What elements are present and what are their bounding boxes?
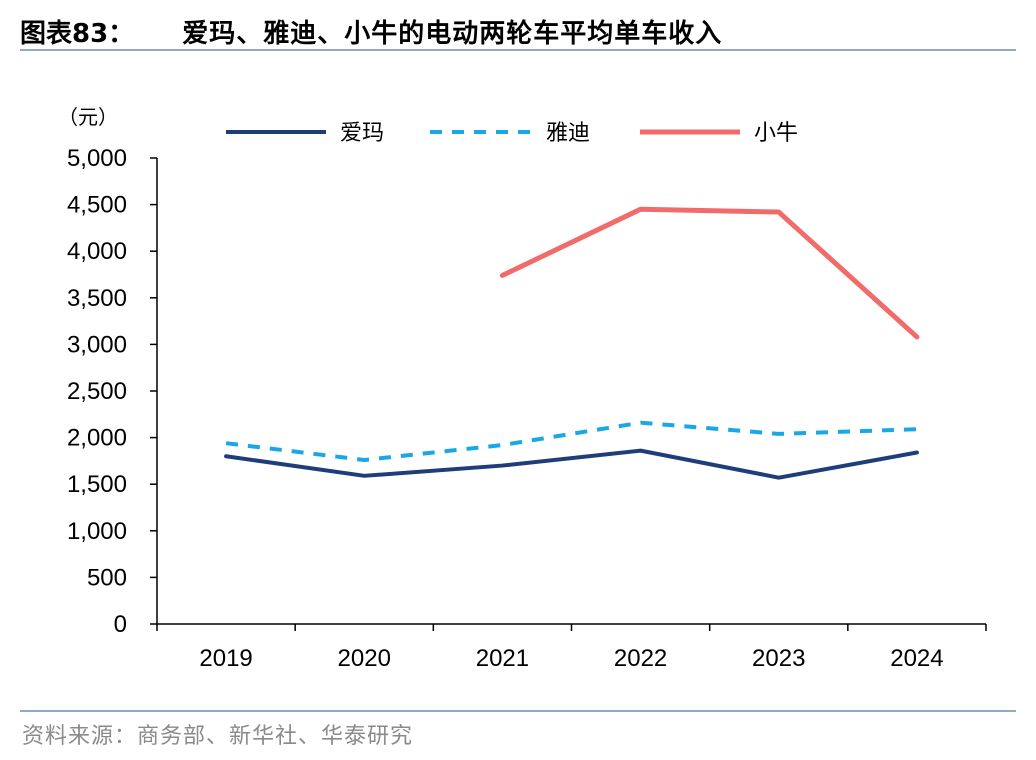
- top-divider: [20, 49, 1016, 51]
- series-line-3: [499, 206, 920, 340]
- legend-label-1: 爱玛: [340, 121, 384, 146]
- y-tick-label: 4,500: [67, 192, 127, 219]
- chart-legend: 爱玛 雅迪 小牛: [226, 121, 798, 146]
- x-tick-label: 2022: [614, 645, 667, 672]
- series-layer: [224, 206, 920, 480]
- y-tick-label: 5,000: [67, 145, 127, 172]
- y-tick-label: 2,500: [67, 378, 127, 405]
- y-tick-label: 0: [114, 611, 127, 638]
- x-tick-label: 2021: [476, 645, 529, 672]
- y-axis-unit-label: （元）: [58, 105, 118, 129]
- series-line-1: [224, 448, 919, 480]
- x-tick-label: 2019: [199, 645, 252, 672]
- y-tick-label: 4,000: [67, 238, 127, 265]
- legend-label-3: 小牛: [754, 121, 798, 146]
- chart-axes: 0 500 1,000 1,500 2,000 2,500 3,000 3,500 4,000 4…: [67, 145, 987, 672]
- y-tick-label: 3,000: [67, 331, 127, 358]
- y-tick-label: 1,500: [67, 471, 127, 498]
- series-line-2: [225, 420, 917, 462]
- y-tick-label: 3,500: [67, 285, 127, 312]
- source-note: 资料来源：商务部、新华社、华泰研究: [22, 724, 414, 749]
- x-tick-label: 2024: [890, 645, 943, 672]
- figure-label: 图表83：: [20, 18, 135, 49]
- line-chart: 0 500 1,000 1,500 2,000 2,500 3,000 3,500 4,000 4…: [58, 105, 987, 672]
- chart-title: 爱玛、雅迪、小牛的电动两轮车平均单车收入: [182, 18, 723, 49]
- x-tick-label: 2023: [752, 645, 805, 672]
- bottom-divider: [20, 710, 1016, 712]
- legend-label-2: 雅迪: [546, 121, 590, 146]
- y-tick-label: 500: [87, 564, 127, 591]
- y-tick-label: 2,000: [67, 425, 127, 452]
- y-tick-label: 1,000: [67, 518, 127, 545]
- x-tick-label: 2020: [338, 645, 391, 672]
- chart-header: 图表83： 爱玛、雅迪、小牛的电动两轮车平均单车收入: [20, 14, 1016, 49]
